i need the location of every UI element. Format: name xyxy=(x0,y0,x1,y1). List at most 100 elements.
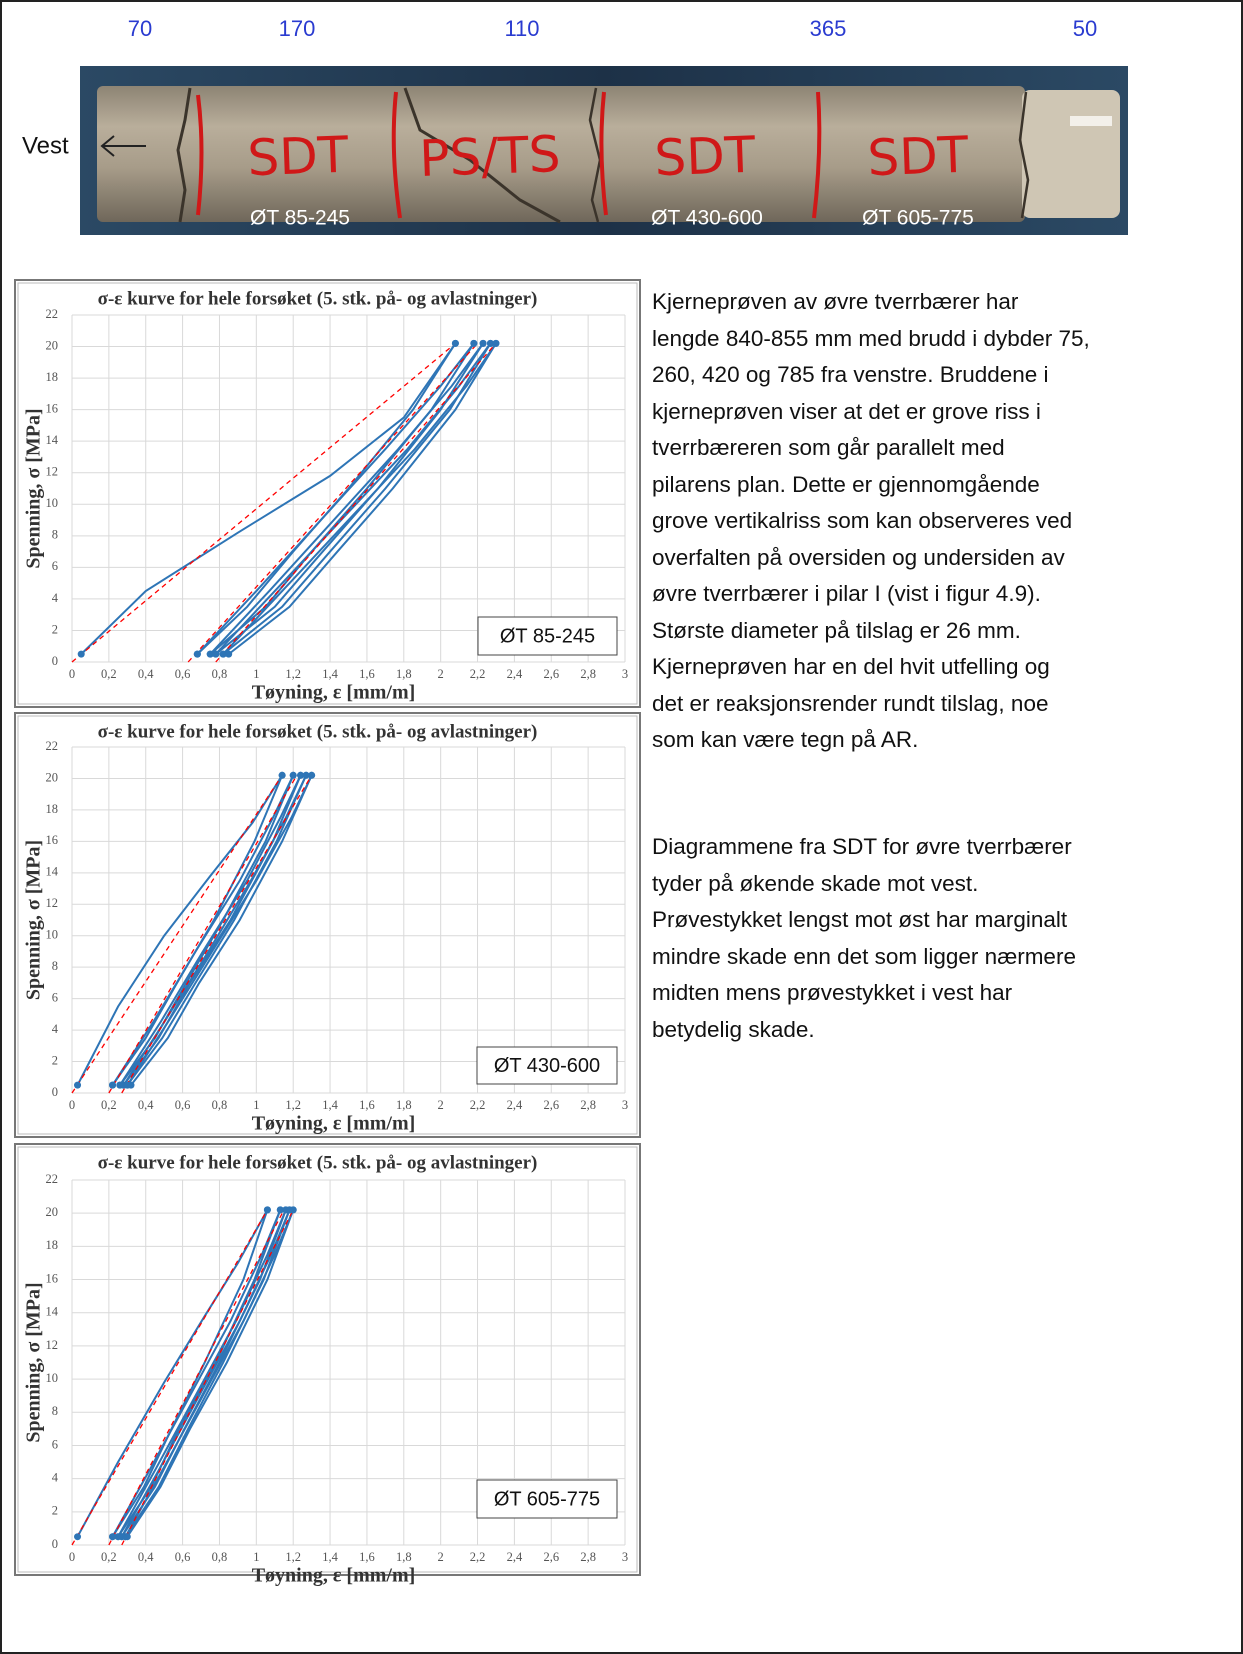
x-tick-label: 1,8 xyxy=(396,1550,412,1564)
paragraph-line: som kan være tegn på AR. xyxy=(652,722,918,758)
paragraph-line: tverrbæreren som går parallelt med xyxy=(652,430,1005,466)
x-tick-label: 0,8 xyxy=(212,667,228,681)
x-tick-label: 1 xyxy=(253,1098,259,1112)
paragraph-line: pilarens plan. Dette er gjennomgående xyxy=(652,467,1040,503)
annotation: ØT 85-245 xyxy=(500,625,595,647)
x-tick-label: 0,2 xyxy=(101,1098,117,1112)
y-tick-label: 10 xyxy=(46,928,59,942)
curve-point xyxy=(480,340,487,347)
paragraph-line: 260, 420 og 785 fra venstre. Bruddene i xyxy=(652,357,1049,393)
y-axis-label: Spenning, σ [MPa] xyxy=(23,840,45,1000)
x-tick-label: 3 xyxy=(622,667,628,681)
segment-length: 70 xyxy=(128,16,152,41)
paragraph-line: Kjerneprøven har en del hvit utfelling o… xyxy=(652,649,1050,685)
x-tick-label: 0,4 xyxy=(138,667,154,681)
curve-point xyxy=(194,651,201,658)
x-tick-label: 2,4 xyxy=(507,1550,523,1564)
page: {"header": {"segment_lengths": ["70", "1… xyxy=(0,0,1243,1654)
curve-point xyxy=(124,1533,131,1540)
y-tick-label: 14 xyxy=(46,1305,59,1319)
curve-point xyxy=(290,1206,297,1213)
y-tick-label: 20 xyxy=(46,1205,59,1219)
y-tick-label: 20 xyxy=(46,338,59,352)
y-tick-label: 16 xyxy=(46,402,59,416)
y-tick-label: 22 xyxy=(46,1172,59,1186)
x-tick-label: 1 xyxy=(253,667,259,681)
x-tick-label: 3 xyxy=(622,1550,628,1564)
segment-length: 170 xyxy=(279,16,316,41)
paragraph-line: Største diameter på tilslag er 26 mm. xyxy=(652,613,1021,649)
y-tick-label: 12 xyxy=(46,1338,59,1352)
curve-point xyxy=(109,1082,116,1089)
y-tick-label: 8 xyxy=(52,1404,58,1418)
red-marking-text: PS/TS xyxy=(418,125,561,188)
x-tick-label: 2,8 xyxy=(580,1098,596,1112)
x-tick-label: 1,6 xyxy=(359,667,375,681)
y-axis-label: Spenning, σ [MPa] xyxy=(23,408,45,568)
curve-point xyxy=(74,1533,81,1540)
paragraph-line: øvre tverrbærer i pilar I (vist i figur … xyxy=(652,576,1041,612)
x-tick-label: 0 xyxy=(69,1098,75,1112)
curve-point xyxy=(264,1206,271,1213)
y-tick-label: 18 xyxy=(46,1238,59,1252)
x-tick-label: 2,8 xyxy=(580,1550,596,1564)
y-tick-label: 14 xyxy=(46,433,59,447)
y-tick-label: 4 xyxy=(52,1471,59,1485)
y-tick-label: 6 xyxy=(52,991,58,1005)
chart-title: σ-ε kurve for hele forsøket (5. stk. på-… xyxy=(98,288,538,309)
x-tick-label: 2,2 xyxy=(470,1098,486,1112)
segment-length: 365 xyxy=(810,16,847,41)
y-axis-label: Spenning, σ [MPa] xyxy=(23,1282,45,1442)
y-tick-label: 22 xyxy=(46,739,59,753)
x-tick-label: 1 xyxy=(253,1550,259,1564)
x-axis-label: Tøyning, ε [mm/m] xyxy=(252,1113,416,1135)
y-tick-label: 16 xyxy=(46,1271,59,1285)
x-tick-label: 1,2 xyxy=(285,1098,301,1112)
x-tick-label: 0,2 xyxy=(101,667,117,681)
y-tick-label: 0 xyxy=(52,654,58,668)
curve-point xyxy=(290,772,297,779)
y-tick-label: 8 xyxy=(52,528,58,542)
y-tick-label: 18 xyxy=(46,802,59,816)
x-tick-label: 1,6 xyxy=(359,1098,375,1112)
paragraph-line: overfalten på oversiden og undersiden av xyxy=(652,540,1065,576)
curve-point xyxy=(127,1082,134,1089)
y-tick-label: 0 xyxy=(52,1537,58,1551)
red-marking-text: SDT xyxy=(654,126,757,187)
chart-title: σ-ε kurve for hele forsøket (5. stk. på-… xyxy=(98,721,538,742)
curve-point xyxy=(78,651,85,658)
paragraph-line: betydelig skade. xyxy=(652,1012,815,1048)
x-tick-label: 1,2 xyxy=(285,667,301,681)
x-axis-label: Tøyning, ε [mm/m] xyxy=(252,682,416,704)
y-tick-label: 10 xyxy=(46,1371,59,1385)
paragraph-line: kjerneprøven viser at det er grove riss … xyxy=(652,394,1041,430)
curve-point xyxy=(225,651,232,658)
x-tick-label: 0,6 xyxy=(175,667,191,681)
core-photo: SDTPS/TSSDTSDTØT 85-245ØT 430-600ØT 605-… xyxy=(80,66,1128,235)
chart-title: σ-ε kurve for hele forsøket (5. stk. på-… xyxy=(98,1152,538,1173)
curve-point xyxy=(470,340,477,347)
y-tick-label: 8 xyxy=(52,959,58,973)
x-tick-label: 2,6 xyxy=(543,1098,559,1112)
y-tick-label: 4 xyxy=(52,591,59,605)
y-tick-label: 22 xyxy=(46,307,59,321)
x-tick-label: 1,4 xyxy=(322,667,338,681)
red-marking-text: SDT xyxy=(867,126,970,187)
paragraph-line: Kjerneprøven av øvre tverrbærer har xyxy=(652,284,1018,320)
x-tick-label: 0,6 xyxy=(175,1098,191,1112)
core-end xyxy=(1022,90,1120,218)
figure-canvas: SDTPS/TSSDTSDTØT 85-245ØT 430-600ØT 605-… xyxy=(0,0,1243,1654)
y-tick-label: 20 xyxy=(46,770,59,784)
x-tick-label: 3 xyxy=(622,1098,628,1112)
y-tick-label: 12 xyxy=(46,465,59,479)
annotation: ØT 605-775 xyxy=(494,1488,600,1510)
paragraph-line: Prøvestykket lengst mot øst har marginal… xyxy=(652,902,1067,938)
x-tick-label: 1,4 xyxy=(322,1098,338,1112)
x-tick-label: 2,4 xyxy=(507,667,523,681)
y-tick-label: 6 xyxy=(52,559,58,573)
x-tick-label: 2,2 xyxy=(470,1550,486,1564)
paragraph-line: mindre skade enn det som ligger nærmere xyxy=(652,939,1076,975)
y-tick-label: 10 xyxy=(46,496,59,510)
y-tick-label: 2 xyxy=(52,622,58,636)
x-tick-label: 2 xyxy=(438,667,444,681)
